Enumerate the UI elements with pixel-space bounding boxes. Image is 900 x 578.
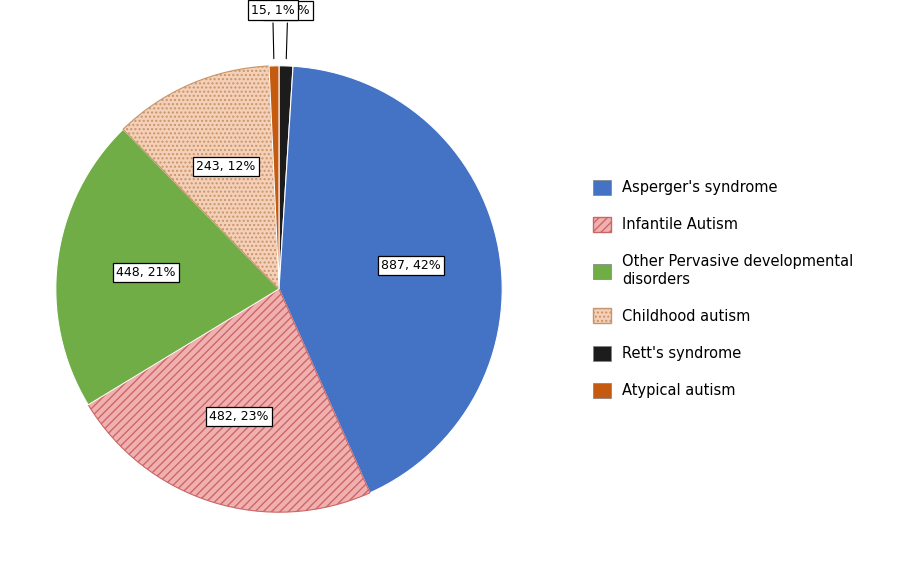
Text: 243, 12%: 243, 12% xyxy=(196,160,256,173)
Legend: Asperger's syndrome, Infantile Autism, Other Pervasive developmental
disorders, : Asperger's syndrome, Infantile Autism, O… xyxy=(593,180,853,398)
Text: 21, 1%: 21, 1% xyxy=(266,3,310,59)
Wedge shape xyxy=(279,66,502,493)
Wedge shape xyxy=(88,289,370,512)
Text: 15, 1%: 15, 1% xyxy=(251,3,294,58)
Text: 482, 23%: 482, 23% xyxy=(210,410,269,423)
Wedge shape xyxy=(123,66,279,289)
Text: 887, 42%: 887, 42% xyxy=(381,259,441,272)
Wedge shape xyxy=(269,66,279,289)
Wedge shape xyxy=(279,66,293,289)
Text: 448, 21%: 448, 21% xyxy=(116,266,176,279)
Wedge shape xyxy=(56,129,279,405)
